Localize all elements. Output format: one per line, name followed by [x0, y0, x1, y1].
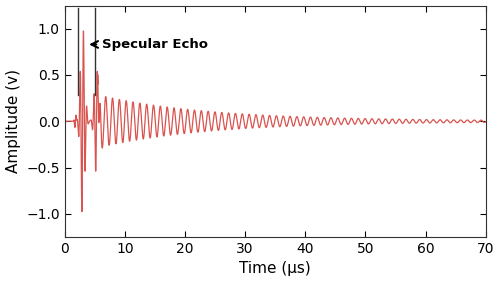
X-axis label: Time (μs): Time (μs) — [240, 261, 311, 276]
Y-axis label: Amplitude (v): Amplitude (v) — [6, 69, 20, 173]
Text: Specular Echo: Specular Echo — [92, 38, 208, 51]
